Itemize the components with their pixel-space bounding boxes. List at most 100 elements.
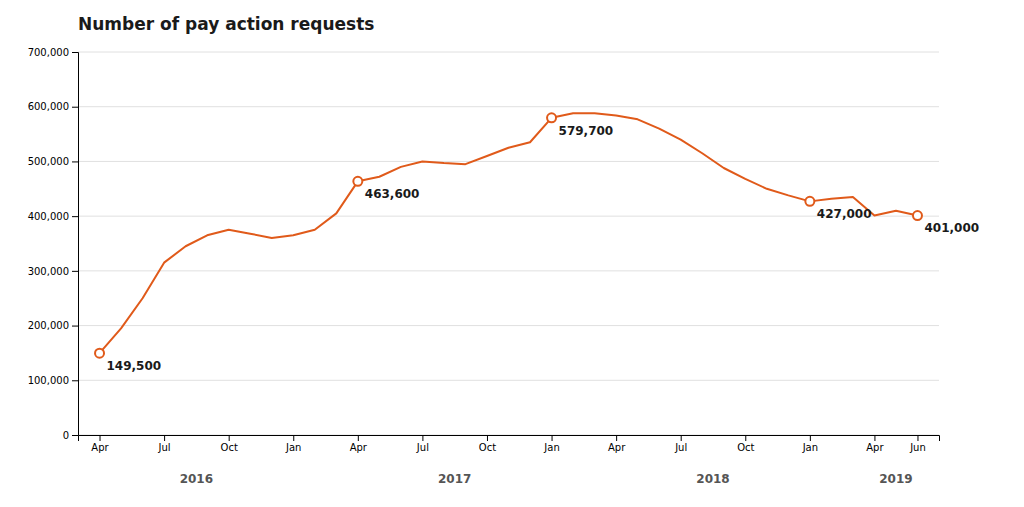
x-tick-mark	[100, 435, 101, 441]
y-tick: 400,000	[28, 211, 78, 222]
x-tick-label: Jan	[285, 442, 301, 453]
x-tick-label: Jun	[909, 442, 926, 453]
chart: Number of pay action requests Apr Jul Oct Ja…	[0, 0, 1024, 507]
x-tick-mark	[422, 435, 423, 441]
year-label: 2017	[438, 472, 471, 486]
grid-line	[78, 106, 939, 107]
x-tick-label: Apr	[866, 442, 884, 453]
y-tick-mark	[72, 52, 78, 53]
x-tick-label: Jan	[543, 442, 559, 453]
x-tick: Jan	[285, 435, 301, 453]
grid-line	[78, 270, 939, 271]
data-label: 427,000	[817, 207, 872, 221]
y-tick-label: 500,000	[28, 156, 69, 167]
x-tick: Oct	[479, 435, 496, 453]
y-tick-mark	[72, 161, 78, 162]
y-tick: 500,000	[28, 156, 78, 167]
x-tick: Oct	[221, 435, 238, 453]
year-label: 2018	[696, 472, 729, 486]
y-tick-label: 700,000	[28, 47, 69, 58]
year-label: 2019	[879, 472, 912, 486]
year-label: 2016	[180, 472, 213, 486]
y-tick: 100,000	[28, 375, 78, 386]
x-tick: Jul	[158, 435, 171, 453]
x-tick: Jun	[909, 435, 926, 453]
x-tick-mark	[681, 435, 682, 441]
y-tick-label: 200,000	[28, 320, 69, 331]
x-tick-mark	[552, 435, 553, 441]
data-label: 463,600	[365, 187, 420, 201]
y-tick-label: 600,000	[28, 101, 69, 112]
y-tick: 0	[63, 430, 78, 441]
y-tick: 600,000	[28, 101, 78, 112]
x-tick: Jan	[802, 435, 818, 453]
x-tick: Apr	[866, 435, 884, 453]
grid-line	[78, 380, 939, 381]
x-tick-mark	[164, 435, 165, 441]
x-tick: Apr	[91, 435, 109, 453]
y-tick-mark	[72, 435, 78, 436]
x-tick-label: Apr	[350, 442, 368, 453]
x-axis: Apr Jul Oct Jan Apr Jul Oct Jan Apr Jul Oct Jan Apr J…	[79, 435, 940, 453]
y-tick: 700,000	[28, 47, 78, 58]
x-axis-line	[79, 436, 940, 442]
x-tick-label: Oct	[221, 442, 238, 453]
point-marker	[547, 113, 556, 122]
y-tick-mark	[72, 271, 78, 272]
y-tick-mark	[72, 216, 78, 217]
x-tick-mark	[229, 435, 230, 441]
x-tick-mark	[358, 435, 359, 441]
point-marker	[353, 177, 362, 186]
y-tick: 200,000	[28, 320, 78, 331]
y-tick-label: 0	[63, 430, 69, 441]
chart-container: Number of pay action requests Apr Jul Oct Ja…	[0, 0, 1024, 507]
x-tick-label: Apr	[608, 442, 626, 453]
x-tick-mark	[874, 435, 875, 441]
y-tick: 300,000	[28, 266, 78, 277]
x-tick: Jul	[674, 435, 687, 453]
line	[100, 113, 918, 353]
annotations: 2016 2017 2018 2019	[180, 472, 913, 486]
grid	[78, 52, 939, 435]
x-tick-mark	[616, 435, 617, 441]
y-axis: 0 100,000 200,000 300,000 400,000 500,000 600,…	[28, 47, 79, 441]
x-tick-mark	[745, 435, 746, 441]
x-tick: Oct	[737, 435, 754, 453]
point-marker	[805, 197, 814, 206]
y-tick-mark	[72, 380, 78, 381]
x-tick: Apr	[608, 435, 626, 453]
data-labels: 149,500 463,600 579,700 427,000 401,000	[107, 124, 980, 373]
x-tick-mark	[810, 435, 811, 441]
x-tick-label: Jul	[674, 442, 687, 453]
y-axis-line	[72, 53, 79, 436]
x-tick: Jan	[543, 435, 559, 453]
x-tick-label: Apr	[91, 442, 109, 453]
marks	[95, 113, 922, 357]
grid-line	[78, 325, 939, 326]
x-tick-mark	[293, 435, 294, 441]
y-tick-mark	[72, 107, 78, 108]
y-tick-label: 400,000	[28, 211, 69, 222]
y-tick-mark	[72, 326, 78, 327]
x-tick-label: Jul	[158, 442, 171, 453]
point-marker	[913, 211, 922, 220]
data-label: 149,500	[107, 359, 162, 373]
grid-line	[78, 216, 939, 217]
x-tick-label: Oct	[737, 442, 754, 453]
x-tick: Apr	[350, 435, 368, 453]
x-tick-label: Jan	[802, 442, 818, 453]
data-label: 401,000	[924, 221, 979, 235]
x-tick-mark	[917, 435, 918, 441]
x-tick-label: Jul	[416, 442, 429, 453]
grid-line	[78, 161, 939, 162]
x-tick: Jul	[416, 435, 429, 453]
grid-line	[78, 52, 939, 53]
plot: Apr Jul Oct Jan Apr Jul Oct Jan Apr Jul Oct Jan Apr J…	[28, 47, 979, 486]
y-tick-label: 100,000	[28, 375, 69, 386]
x-tick-label: Oct	[479, 442, 496, 453]
y-tick-label: 300,000	[28, 266, 69, 277]
x-tick-mark	[487, 435, 488, 441]
title: Number of pay action requests	[78, 14, 374, 34]
point-marker	[95, 349, 104, 358]
data-label: 579,700	[559, 124, 614, 138]
